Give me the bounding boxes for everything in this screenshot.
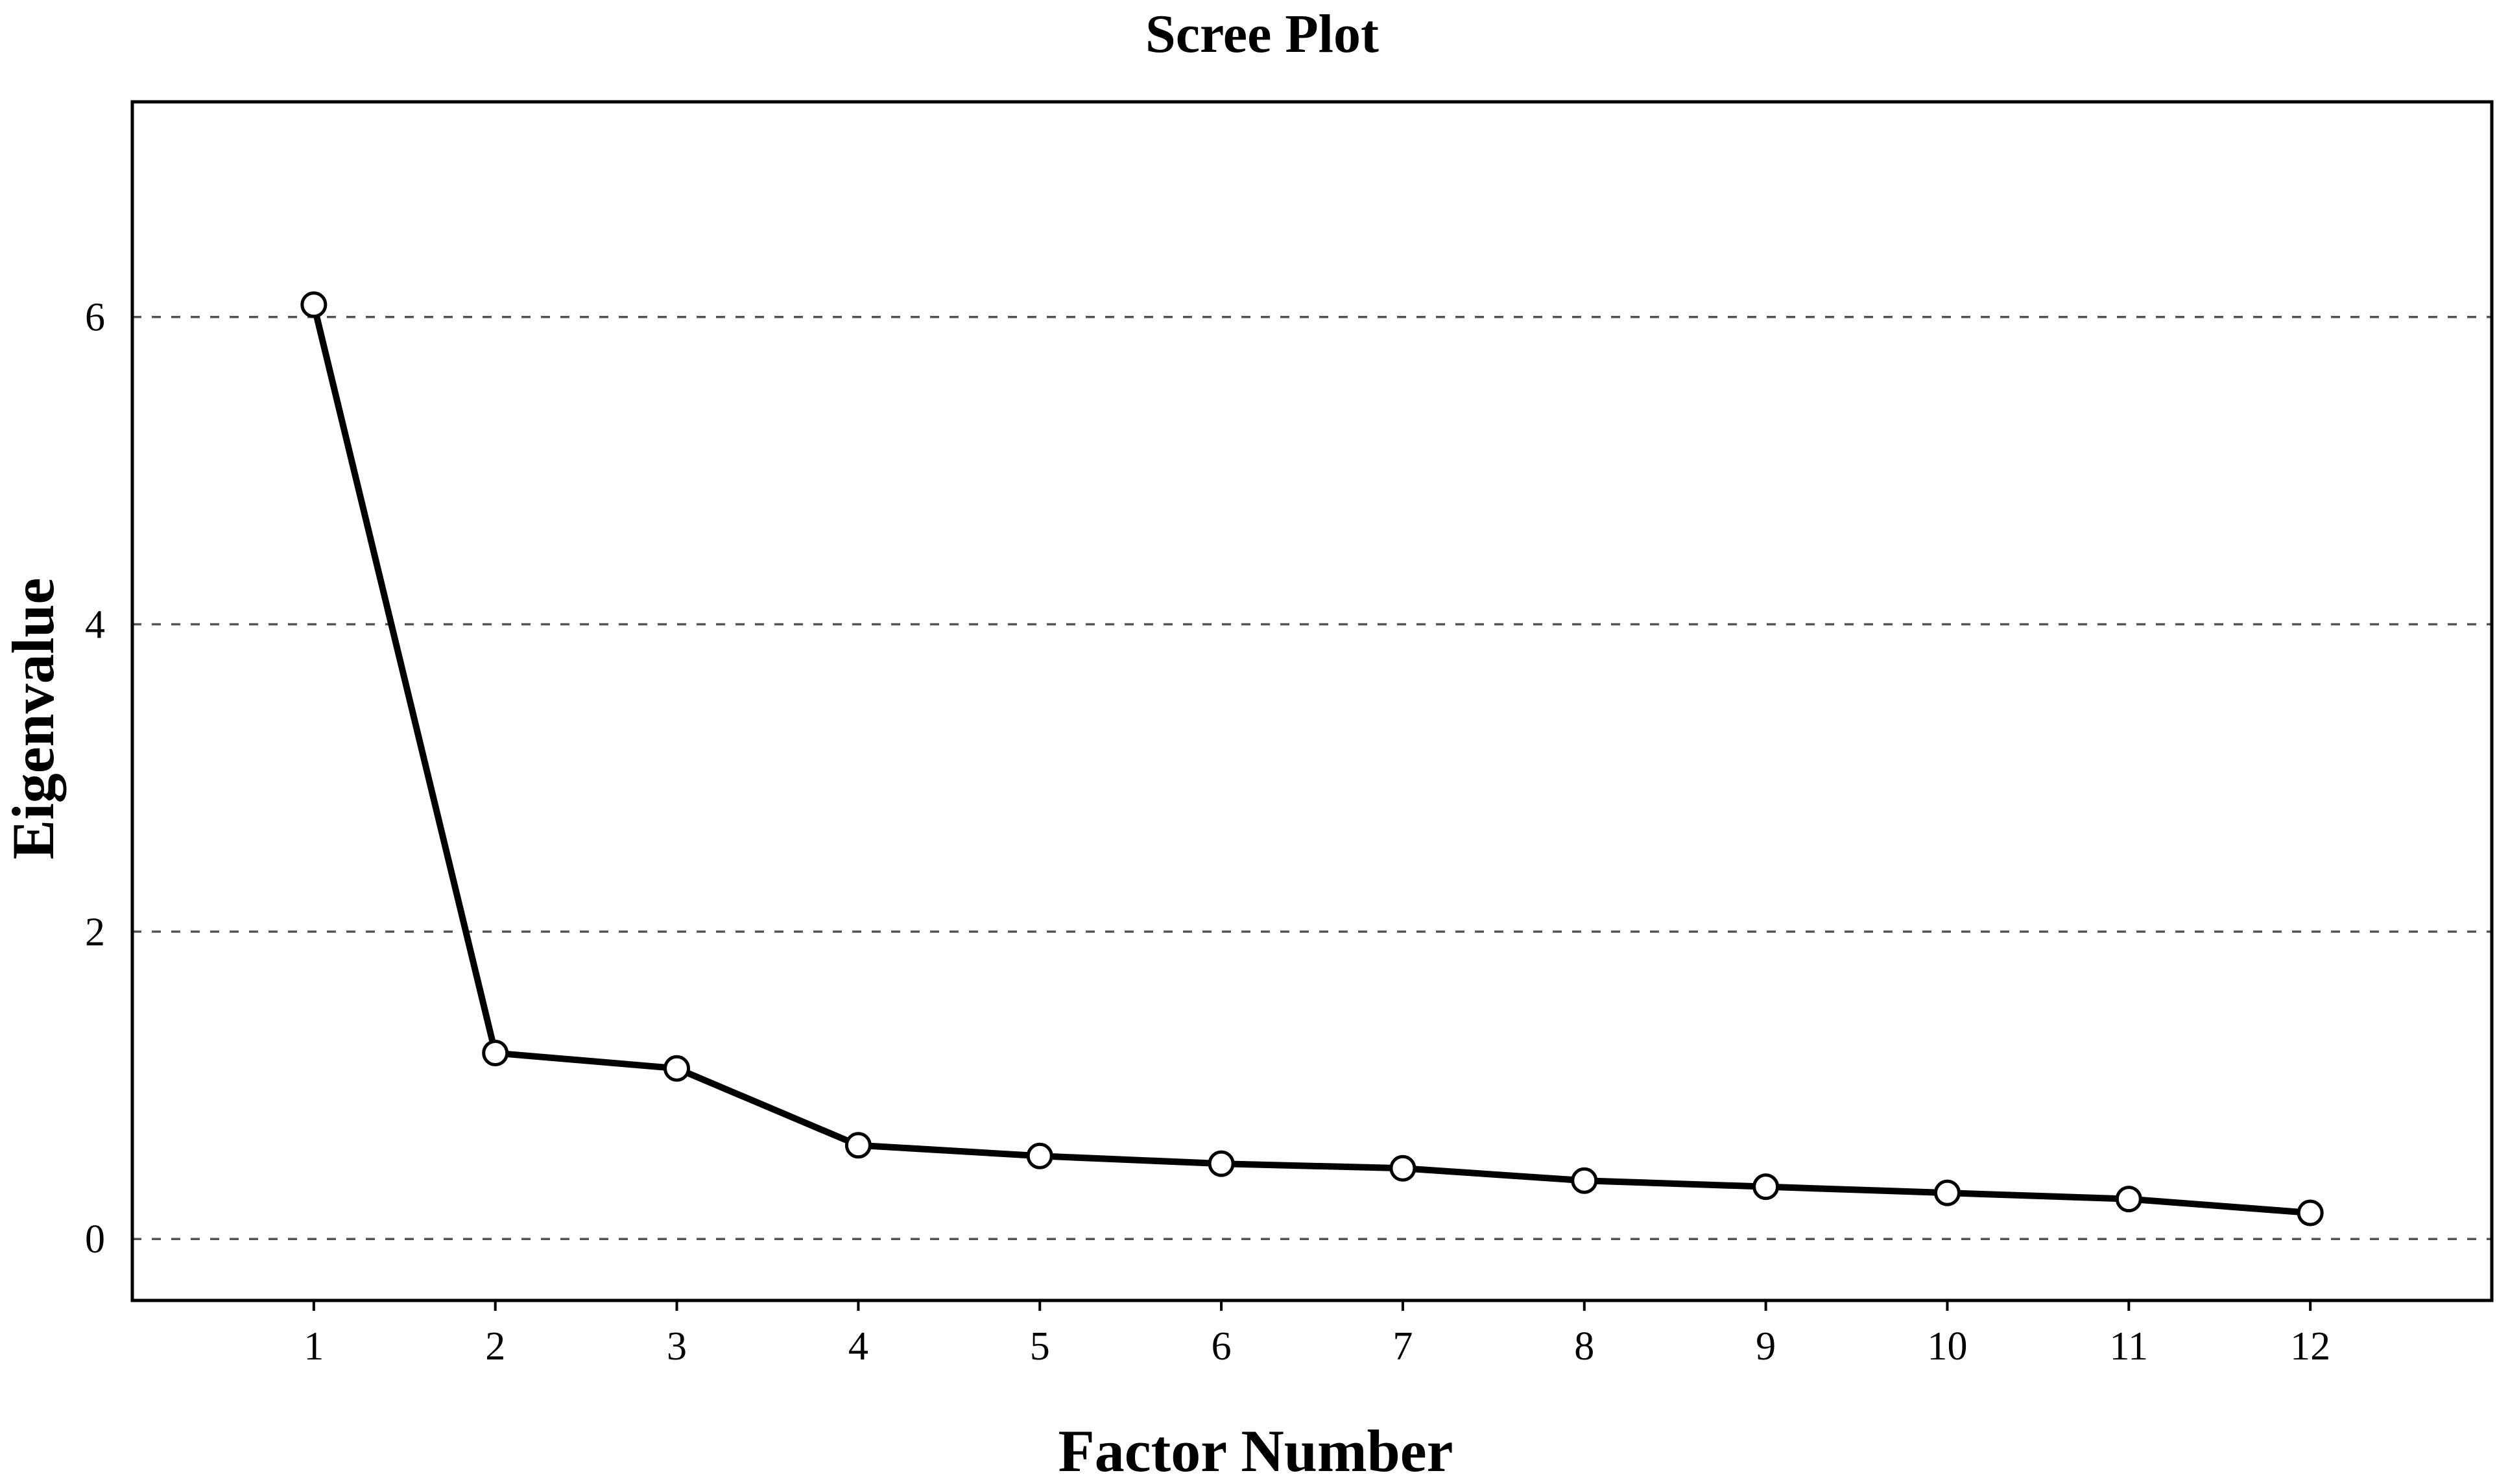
x-tick-label: 10 — [1927, 1324, 1967, 1369]
x-tick-label: 1 — [304, 1324, 324, 1369]
y-tick-label: 2 — [85, 910, 105, 954]
data-point-factor-7 — [1389, 1155, 1416, 1182]
x-tick-label: 3 — [667, 1324, 687, 1369]
y-tick-label: 6 — [85, 296, 105, 340]
data-point-factor-9 — [1752, 1173, 1780, 1201]
x-tick-label: 5 — [1030, 1324, 1050, 1369]
x-tick-label: 6 — [1212, 1324, 1232, 1369]
data-point-factor-1 — [300, 291, 328, 318]
x-tick-labels: 1 2 3 4 5 6 7 8 9 10 11 12 — [304, 1324, 2330, 1369]
y-tick-label: 4 — [85, 603, 105, 647]
data-point-factor-5 — [1026, 1142, 1053, 1169]
x-tick-label: 11 — [2109, 1324, 2148, 1369]
x-tick-label: 9 — [1756, 1324, 1776, 1369]
x-tick-label: 2 — [485, 1324, 505, 1369]
x-axis-label: Factor Number — [1058, 1418, 1453, 1484]
data-point-factor-4 — [844, 1132, 872, 1159]
data-point-factor-3 — [663, 1055, 691, 1082]
data-point-factor-6 — [1208, 1150, 1235, 1177]
axis-ticks — [312, 1300, 2312, 1311]
plot-frame — [130, 100, 2494, 1302]
chart-title: Scree Plot — [1145, 4, 1379, 64]
y-tick-labels: 0 2 4 6 — [85, 296, 105, 1262]
x-tick-label: 4 — [848, 1324, 868, 1369]
y-tick-label: 0 — [85, 1217, 105, 1262]
gridlines — [132, 315, 2492, 1240]
data-point-factor-12 — [2297, 1199, 2324, 1227]
y-axis-label: Eigenvalue — [0, 578, 66, 859]
data-point-factor-8 — [1571, 1167, 1598, 1194]
x-tick-label: 7 — [1392, 1324, 1413, 1369]
x-tick-label: 8 — [1574, 1324, 1594, 1369]
data-point-factor-11 — [2115, 1186, 2142, 1213]
eigenvalue-series-line — [310, 304, 2311, 1216]
eigenvalue-markers — [300, 291, 2324, 1227]
data-point-factor-10 — [1933, 1179, 1961, 1206]
x-tick-label: 12 — [2290, 1324, 2330, 1369]
data-point-factor-2 — [482, 1040, 509, 1067]
